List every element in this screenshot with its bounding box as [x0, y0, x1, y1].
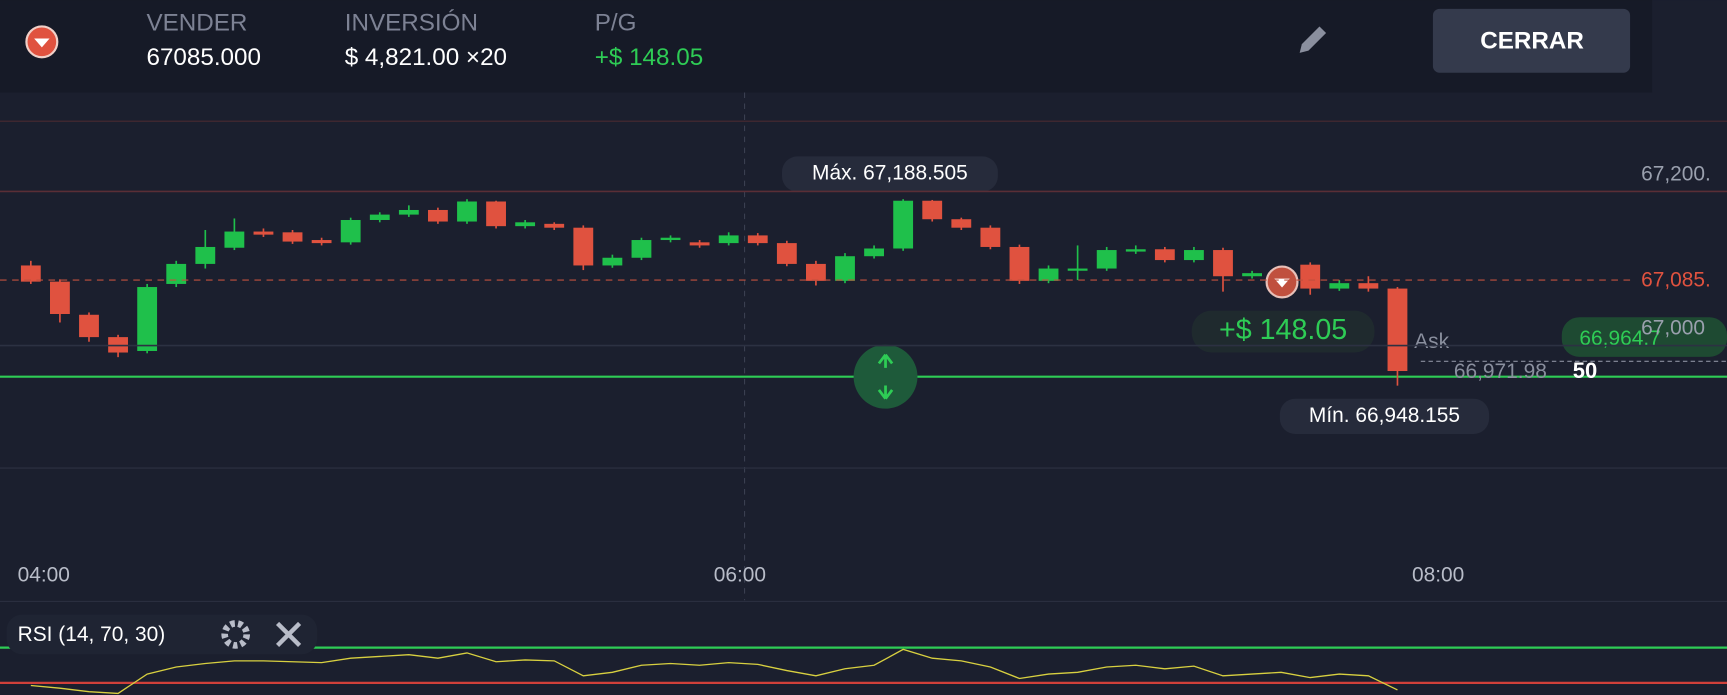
side-label: VENDER	[146, 10, 247, 37]
min-badge	[1279, 398, 1490, 434]
trade-marker-arrow	[1274, 278, 1290, 288]
candle-body	[776, 243, 797, 264]
candles	[20, 199, 1408, 386]
candle-body	[515, 222, 536, 227]
candle-body	[224, 231, 245, 248]
ask-price: 66,971.98	[1454, 360, 1547, 383]
candle-body	[1300, 264, 1321, 289]
candle-body	[195, 246, 216, 264]
close-button-label: CERRAR	[1480, 27, 1584, 54]
sell-arrow	[34, 38, 50, 48]
candle-body	[573, 227, 594, 266]
investment-label: INVERSIÓN	[345, 10, 478, 37]
time-label: 06:00	[714, 564, 766, 587]
ask-label: Ask	[1414, 330, 1449, 353]
rsi-label: RSI (14, 70, 30)	[18, 623, 166, 646]
max-label: Máx. 67,188.505	[812, 162, 968, 185]
candle-body	[1009, 246, 1030, 281]
candle-body	[1358, 283, 1379, 289]
candle-body	[631, 240, 652, 258]
candle-body	[718, 235, 739, 244]
drag-arrows	[877, 353, 894, 400]
pl-label: P/G	[595, 10, 637, 37]
candle-body	[980, 227, 1001, 247]
candle-body	[428, 209, 448, 222]
candle-body	[166, 263, 187, 284]
candle-body	[20, 265, 41, 282]
time-label: 08:00	[1412, 564, 1464, 587]
candle-body	[922, 200, 943, 220]
candle-body	[660, 237, 681, 241]
remove-icon[interactable]	[275, 621, 302, 647]
close-button[interactable]	[1432, 8, 1631, 73]
candle-body	[398, 209, 419, 215]
candle-body	[282, 232, 303, 242]
candle-body	[893, 200, 914, 249]
edit-icon[interactable]	[1299, 26, 1327, 53]
candle-body	[1213, 250, 1233, 277]
time-label: 04:00	[18, 564, 70, 587]
candle-body	[137, 287, 158, 351]
ask-size: 50	[1573, 358, 1598, 383]
candle-body	[544, 223, 565, 228]
candle-body	[79, 314, 99, 338]
candle-body	[1125, 249, 1146, 252]
candle-body	[1242, 273, 1262, 277]
price-tick-label: 67,200.	[1641, 162, 1711, 185]
candle-body	[457, 201, 477, 222]
candle-body	[1184, 250, 1204, 261]
candle-body	[50, 281, 70, 314]
bid-badge-text: 66,964.7	[1579, 327, 1660, 350]
candle-body	[747, 235, 768, 244]
investment-value: $ 4,821.00 ×20	[345, 44, 507, 71]
candle-body	[864, 248, 884, 257]
candle-body	[253, 231, 274, 235]
candle-body	[602, 257, 623, 266]
candle-body	[806, 263, 826, 281]
header-bar	[0, 0, 1653, 93]
candle-body	[835, 256, 855, 281]
candle-body	[951, 219, 972, 228]
min-label: Mín. 66,948.155	[1309, 404, 1460, 427]
current-price-label: 67,085.	[1641, 269, 1711, 292]
side-value: 67085.000	[146, 44, 260, 71]
price-tick-label: 67,000	[1641, 317, 1705, 340]
candle-body	[689, 242, 710, 246]
max-badge	[781, 156, 998, 192]
bid-badge	[1561, 317, 1727, 357]
candle-body	[311, 240, 332, 244]
candle-body	[1067, 268, 1088, 271]
candle-body	[1154, 249, 1175, 261]
candle-body	[369, 214, 390, 220]
settings-icon[interactable]	[221, 620, 251, 649]
candle-body	[1387, 288, 1408, 372]
pl-value: +$ 148.05	[595, 44, 703, 71]
drag-handle[interactable]	[853, 344, 918, 409]
candle-body	[340, 219, 361, 243]
candle-body	[1038, 268, 1059, 281]
candle-body	[486, 201, 506, 227]
candle-body	[1329, 283, 1350, 289]
candle-body	[1096, 250, 1117, 269]
pl-badge-text: +$ 148.05	[1219, 314, 1347, 346]
rsi-line	[30, 648, 1398, 695]
pl-badge	[1191, 310, 1375, 353]
